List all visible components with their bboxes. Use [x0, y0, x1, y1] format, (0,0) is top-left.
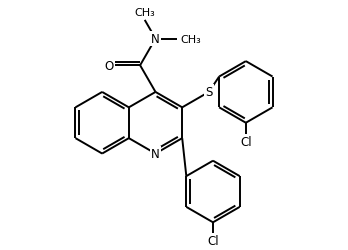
Text: Cl: Cl — [240, 135, 252, 148]
Text: CH₃: CH₃ — [180, 34, 201, 44]
Text: CH₃: CH₃ — [134, 8, 155, 18]
Text: O: O — [105, 60, 114, 72]
Text: N: N — [151, 148, 160, 160]
Text: S: S — [205, 86, 213, 99]
Text: N: N — [151, 33, 160, 46]
Text: Cl: Cl — [207, 234, 219, 247]
